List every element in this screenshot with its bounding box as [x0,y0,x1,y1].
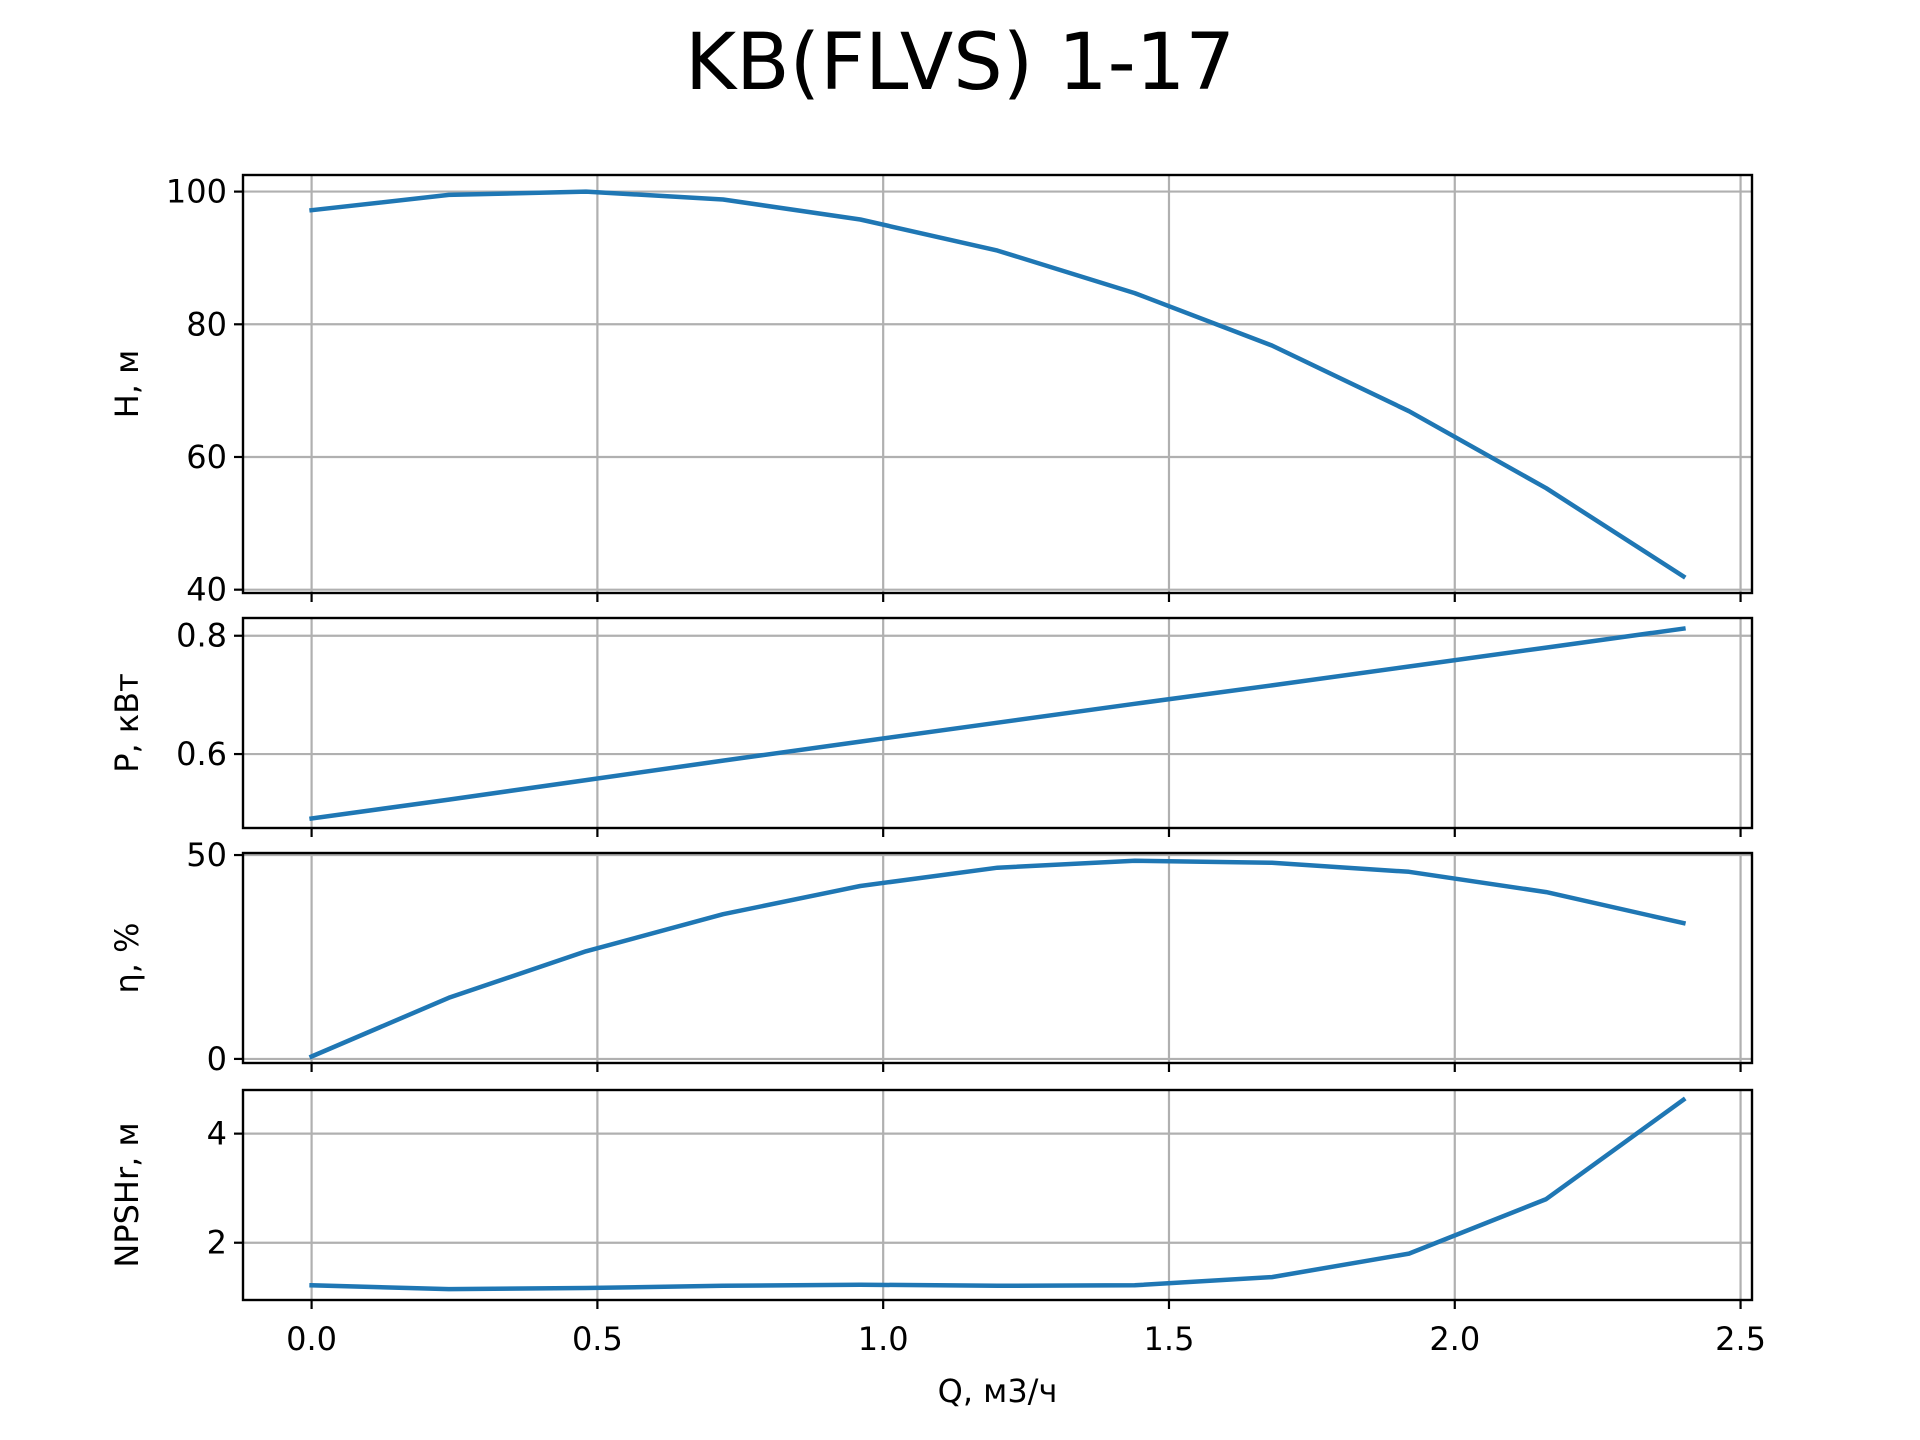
x-tick-label: 1.0 [858,1320,909,1358]
x-tick-label: 0.0 [286,1320,337,1358]
plot-frame [241,173,1754,595]
plot-frame [241,616,1754,830]
y-tick-label: 60 [186,438,227,476]
plot-frame [241,851,1754,1065]
chart-title: KB(FLVS) 1-17 [685,18,1235,108]
y-tick-label: 0.8 [176,617,227,655]
series-line-1 [309,189,1687,580]
y-tick-label: 50 [186,836,227,874]
series-line-3 [308,858,1687,1060]
y-axis-label: P, кВт [108,673,146,773]
y-tick-label: 80 [186,305,227,343]
series-line-4 [309,1096,1687,1292]
y-tick-label: 4 [207,1115,227,1153]
y-tick-label: 40 [186,571,227,609]
y-axis-label: NPSHr, м [108,1122,146,1267]
x-tick-label: 2.0 [1429,1320,1480,1358]
subplot-3: 0 50 η, % [108,836,1754,1078]
x-tick-label: 2.5 [1715,1320,1766,1358]
x-tick-label: 0.5 [572,1320,623,1358]
x-axis-label: Q, м3/ч [938,1372,1058,1410]
y-tick-label: 100 [166,173,227,211]
y-tick-label: 0 [207,1040,227,1078]
y-axis-label: H, м [108,350,146,419]
y-tick-label: 0.6 [176,735,227,773]
subplot-4: 2 4 NPSHr, м [108,1088,1754,1309]
subplot-1: 40 60 80 100 H, м [108,173,1754,609]
plot-frame [241,1088,1754,1302]
y-axis-label: η, % [108,922,146,993]
subplot-2: 0.6 0.8 P, кВт [108,616,1754,837]
y-tick-label: 2 [207,1224,227,1262]
x-tick-label: 1.5 [1144,1320,1195,1358]
series-line-2 [309,626,1686,822]
